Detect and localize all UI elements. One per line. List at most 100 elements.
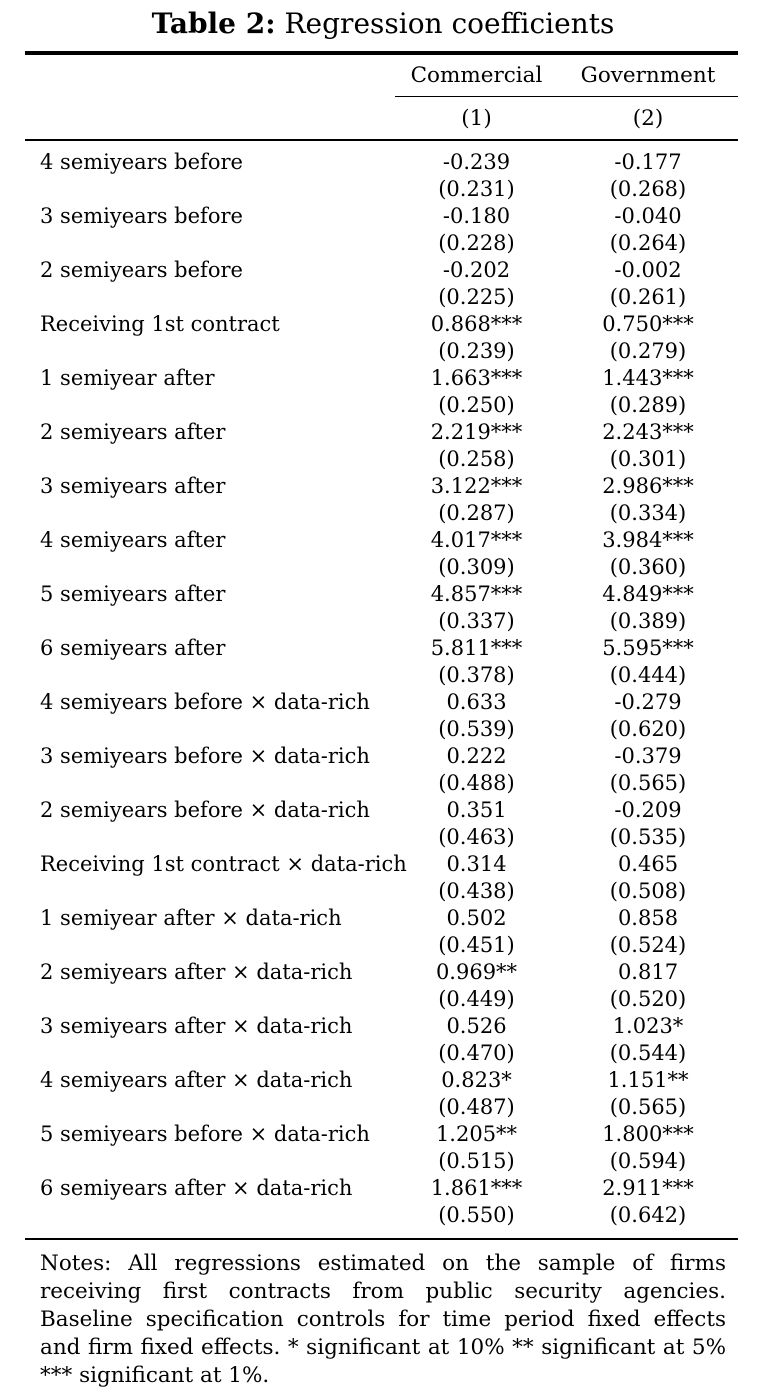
coefficient-value: 2.243***	[602, 420, 694, 444]
table-row-coefficient: 1 semiyear after × data-rich 0.502 0.858	[25, 905, 738, 932]
coefficient-value: 0.526	[446, 1014, 507, 1038]
table-row-coefficient: Receiving 1st contract × data-rich 0.314 0…	[25, 851, 738, 878]
table-row-coefficient: 2 semiyears after 2.219*** 2.243***	[25, 419, 738, 446]
coefficient-value: 3.984***	[602, 528, 694, 552]
column-number-1: (1)	[395, 96, 558, 141]
standard-error-value: (0.264)	[609, 231, 687, 255]
coefficient-value: 0.823*	[441, 1068, 512, 1092]
standard-error-value: (0.360)	[609, 555, 687, 579]
standard-error-value: (0.642)	[609, 1203, 687, 1227]
column-header-commercial: Commercial	[395, 53, 558, 97]
header-empty-cell	[25, 96, 395, 141]
standard-error-value: (0.463)	[438, 825, 515, 849]
coefficient-value: 0.351	[446, 798, 507, 822]
coefficient-value: 0.868***	[430, 312, 523, 336]
row-label: 3 semiyears before	[40, 204, 243, 228]
table-row-standard-error: (0.239) (0.279)	[25, 338, 738, 365]
row-label: 1 semiyear after × data-rich	[40, 906, 342, 930]
row-label-empty	[25, 500, 395, 527]
table-row-coefficient: Receiving 1st contract 0.868*** 0.750***	[25, 311, 738, 338]
standard-error-value: (0.565)	[609, 1095, 687, 1119]
standard-error-value: (0.594)	[609, 1149, 687, 1173]
coefficient-value: 3.122***	[430, 474, 523, 498]
row-label-empty	[25, 716, 395, 743]
table-row-standard-error: (0.378) (0.444)	[25, 662, 738, 689]
standard-error-value: (0.487)	[438, 1095, 515, 1119]
row-label-empty	[25, 176, 395, 203]
row-label-empty	[25, 1094, 395, 1121]
coefficient-value: 0.465	[617, 852, 679, 876]
table-row-standard-error: (0.287) (0.334)	[25, 500, 738, 527]
standard-error-value: (0.508)	[609, 879, 687, 903]
standard-error-value: (0.228)	[438, 231, 515, 255]
row-label-empty	[25, 662, 395, 689]
table-row-standard-error: (0.438) (0.508)	[25, 878, 738, 905]
coefficient-value: -0.279	[614, 690, 682, 714]
coefficient-value: 0.750***	[602, 312, 694, 336]
standard-error-value: (0.438)	[438, 879, 515, 903]
standard-error-value: (0.337)	[438, 609, 515, 633]
table-title: Table 2: Regression coefficients	[0, 6, 766, 42]
table-row-standard-error: (0.250) (0.289)	[25, 392, 738, 419]
table-row-coefficient: 6 semiyears after 5.811*** 5.595***	[25, 635, 738, 662]
row-label-empty	[25, 878, 395, 905]
standard-error-value: (0.279)	[609, 339, 687, 363]
table-row-coefficient: 3 semiyears before -0.180 -0.040	[25, 203, 738, 230]
row-label-empty	[25, 284, 395, 311]
paper-table-page: Table 2: Regression coefficients Commerc…	[0, 6, 766, 1388]
row-label: Receiving 1st contract	[40, 312, 280, 336]
coefficient-value: -0.239	[442, 150, 511, 174]
row-label: 4 semiyears before	[40, 150, 243, 174]
standard-error-value: (0.535)	[609, 825, 687, 849]
row-label: 4 semiyears before × data-rich	[40, 690, 370, 714]
table-row-coefficient: 2 semiyears before -0.202 -0.002	[25, 257, 738, 284]
standard-error-value: (0.334)	[609, 501, 687, 525]
coefficient-value: 2.219***	[430, 420, 523, 444]
row-label: 2 semiyears after × data-rich	[40, 960, 353, 984]
table-row-coefficient: 4 semiyears before × data-rich 0.633 -0.27…	[25, 689, 738, 716]
standard-error-value: (0.488)	[438, 771, 515, 795]
standard-error-value: (0.261)	[609, 285, 687, 309]
coefficient-value: 0.858	[617, 906, 679, 930]
coefficient-value: -0.209	[614, 798, 682, 822]
regression-table: Commercial Government (1) (2) 4 semiyear…	[25, 51, 738, 1240]
table-row-coefficient: 4 semiyears after × data-rich 0.823* 1.151…	[25, 1067, 738, 1094]
standard-error-value: (0.389)	[609, 609, 687, 633]
row-label: 2 semiyears before	[40, 258, 243, 282]
standard-error-value: (0.258)	[438, 447, 515, 471]
row-label-empty	[25, 554, 395, 581]
table-number-label: Table 2:	[151, 7, 276, 40]
row-label-empty	[25, 986, 395, 1013]
standard-error-value: (0.309)	[438, 555, 515, 579]
row-label-empty	[25, 770, 395, 797]
header-empty-cell	[25, 53, 395, 97]
coefficient-value: 0.969**	[435, 960, 518, 984]
table-row-coefficient: 5 semiyears before × data-rich 1.205** 1.8…	[25, 1121, 738, 1148]
table-row-coefficient: 4 semiyears after 4.017*** 3.984***	[25, 527, 738, 554]
table-row-standard-error: (0.337) (0.389)	[25, 608, 738, 635]
row-label-empty	[25, 1040, 395, 1067]
table-row-coefficient: 2 semiyears after × data-rich 0.969** 0.81…	[25, 959, 738, 986]
coefficient-value: 5.595***	[602, 636, 694, 660]
row-label: 6 semiyears after × data-rich	[40, 1176, 353, 1200]
column-number-header-row: (1) (2)	[25, 96, 738, 141]
standard-error-value: (0.544)	[609, 1041, 687, 1065]
row-label: 2 semiyears before × data-rich	[40, 798, 370, 822]
table-row-coefficient: 3 semiyears after × data-rich 0.526 1.023*	[25, 1013, 738, 1040]
coefficient-value: -0.379	[614, 744, 682, 768]
table-row-standard-error: (0.463) (0.535)	[25, 824, 738, 851]
standard-error-value: (0.449)	[438, 987, 515, 1011]
table-title-text: Regression coefficients	[275, 7, 615, 40]
row-label: 3 semiyears after	[40, 474, 226, 498]
standard-error-value: (0.231)	[438, 177, 515, 201]
standard-error-value: (0.250)	[438, 393, 515, 417]
table-row-standard-error: (0.309) (0.360)	[25, 554, 738, 581]
coefficient-value: 0.633	[446, 690, 507, 714]
row-label-empty	[25, 1202, 395, 1239]
row-label: 4 semiyears after × data-rich	[40, 1068, 353, 1092]
standard-error-value: (0.539)	[438, 717, 515, 741]
table-body: 4 semiyears before -0.239 -0.177 (0.231) (0.…	[25, 140, 738, 1239]
coefficient-value: 1.205**	[435, 1122, 518, 1146]
coefficient-value: 0.817	[617, 960, 679, 984]
coefficient-value: 0.314	[446, 852, 507, 876]
